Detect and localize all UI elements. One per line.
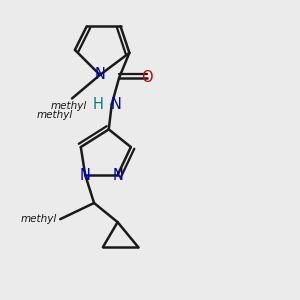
Text: N: N: [111, 97, 122, 112]
Text: N: N: [112, 167, 123, 182]
Text: O: O: [141, 70, 153, 86]
Text: methyl: methyl: [51, 101, 87, 111]
Text: H: H: [93, 97, 104, 112]
Text: N: N: [80, 167, 91, 182]
Text: methyl: methyl: [36, 110, 72, 120]
Text: methyl: methyl: [21, 214, 57, 224]
Text: N: N: [94, 68, 105, 82]
